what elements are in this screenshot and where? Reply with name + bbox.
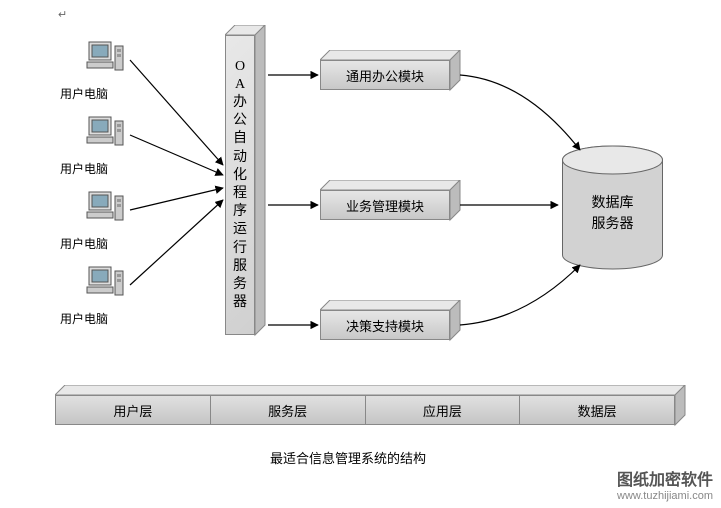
layer-data: 数据层 (520, 396, 674, 424)
user-computer-1-label: 用户电脑 (60, 85, 108, 102)
module-office-label: 通用办公模块 (346, 66, 424, 85)
module-office: 通用办公模块 (320, 60, 462, 102)
watermark-url: www.tuzhijiami.com (617, 490, 713, 502)
database-label-2: 服务器 (560, 214, 665, 235)
database-label-1: 数据库 (560, 193, 665, 214)
module-decision: 决策支持模块 (320, 310, 462, 352)
layer-bar: 用户层 服务层 应用层 数据层 (55, 395, 687, 437)
watermark: 图纸加密软件 www.tuzhijiami.com (617, 466, 713, 502)
oa-server-bar: OA办公自动化程序运行服务器 (225, 35, 265, 345)
module-decision-label: 决策支持模块 (346, 316, 424, 335)
user-computer-4 (85, 265, 125, 305)
user-computer-2 (85, 115, 125, 155)
module-business: 业务管理模块 (320, 190, 462, 232)
doc-marker: ↵ (58, 8, 67, 21)
user-computer-1 (85, 40, 125, 80)
layer-user: 用户层 (56, 396, 211, 424)
layer-app: 应用层 (366, 396, 521, 424)
diagram-caption: 最适合信息管理系统的结构 (270, 448, 426, 467)
module-business-label: 业务管理模块 (346, 196, 424, 215)
user-computer-4-label: 用户电脑 (60, 310, 108, 327)
user-computer-2-label: 用户电脑 (60, 160, 108, 177)
user-computer-3-label: 用户电脑 (60, 235, 108, 252)
layer-service: 服务层 (211, 396, 366, 424)
user-computer-3 (85, 190, 125, 230)
oa-server-label: OA办公自动化程序运行服务器 (233, 58, 247, 313)
watermark-title: 图纸加密软件 (617, 466, 713, 490)
database-server: 数据库 服务器 (560, 145, 665, 270)
